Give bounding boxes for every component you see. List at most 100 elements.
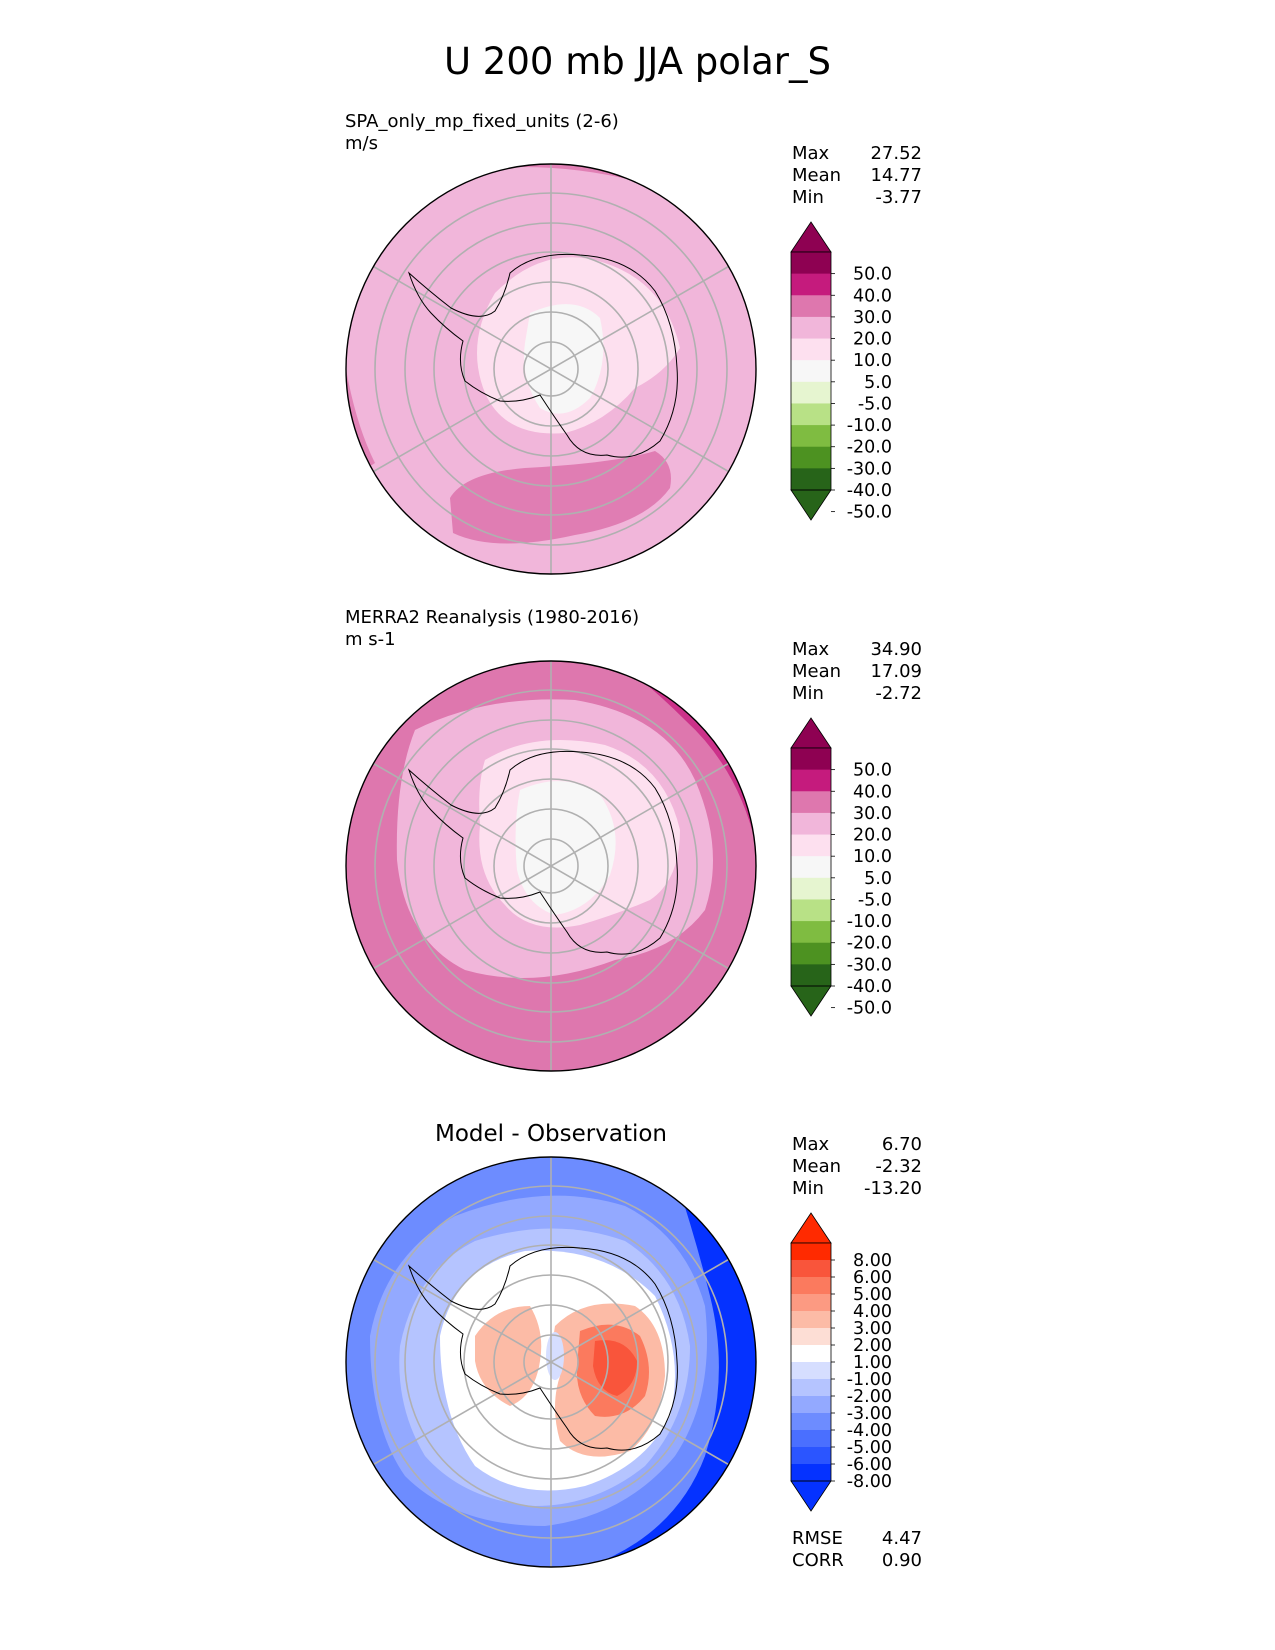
colorbar-bin bbox=[791, 446, 831, 469]
panel-difference-stats: Max 6.70 Mean -2.32 Min -13.20 bbox=[792, 1134, 922, 1200]
map-boundary bbox=[345, 163, 757, 575]
stat-min-label: Min bbox=[792, 187, 824, 208]
panel-reference-stats: Max 34.90 Mean 17.09 Min -2.72 bbox=[792, 639, 922, 705]
colorbar-bin bbox=[791, 834, 831, 857]
stat-mean-label: Mean bbox=[792, 165, 842, 186]
colorbar-bin bbox=[791, 791, 831, 814]
field-band-positive-west bbox=[475, 1306, 542, 1406]
colorbar-tick-label: -6.00 bbox=[847, 1455, 892, 1475]
colorbar-tick-label: -40.0 bbox=[847, 481, 892, 501]
colorbar-tick-label: 5.0 bbox=[864, 373, 892, 393]
stat-min-value: -13.20 bbox=[863, 1178, 922, 1199]
colorbar-tick-label: -20.0 bbox=[847, 934, 892, 954]
colorbar-tick-label: 40.0 bbox=[853, 782, 892, 802]
metric-corr-value: 0.90 bbox=[881, 1550, 922, 1571]
colorbar-bin bbox=[791, 273, 831, 296]
colorbar-tick-label: 30.0 bbox=[853, 804, 892, 824]
colorbar-bin bbox=[791, 748, 831, 771]
panel-test-map bbox=[345, 163, 757, 575]
colorbar-bin bbox=[791, 964, 831, 987]
stat-max-value: 34.90 bbox=[870, 639, 922, 660]
colorbar-bin bbox=[791, 769, 831, 792]
colorbar-bin bbox=[791, 316, 831, 340]
metric-rmse-value: 4.47 bbox=[881, 1528, 922, 1549]
colorbar-bin bbox=[791, 360, 831, 383]
colorbar-tick-label: -50.0 bbox=[847, 503, 892, 523]
colorbar-tick-label: -20.0 bbox=[847, 438, 892, 458]
colorbar-tick-label: -10.0 bbox=[847, 912, 892, 932]
colorbar-tick-label: 1.00 bbox=[853, 1353, 892, 1373]
colorbar-bin bbox=[791, 252, 831, 275]
stat-min-label: Min bbox=[792, 683, 824, 704]
graticule bbox=[373, 1157, 729, 1567]
colorbar-tick-label: -10.0 bbox=[847, 416, 892, 436]
colorbar-bin bbox=[791, 1447, 831, 1465]
panel-difference-title: Model - Observation bbox=[434, 1121, 668, 1147]
colorbar-bin bbox=[791, 1413, 831, 1431]
colorbar-tick-label: 10.0 bbox=[853, 847, 892, 867]
metric-rmse-label: RMSE bbox=[792, 1528, 843, 1549]
colorbar-bin bbox=[791, 1328, 831, 1346]
colorbar-bin bbox=[791, 1430, 831, 1448]
colorbar-frame bbox=[790, 747, 832, 987]
stat-mean-value: -2.32 bbox=[875, 1156, 922, 1177]
colorbar-tick-label: -5.00 bbox=[847, 1438, 892, 1458]
antarctica-coastline bbox=[407, 750, 678, 955]
stat-mean-value: 17.09 bbox=[870, 661, 922, 682]
colorbar-tick-label: 3.00 bbox=[853, 1319, 892, 1339]
colorbar-tick-label: -8.00 bbox=[847, 1472, 892, 1492]
stat-min-value: -3.77 bbox=[875, 187, 922, 208]
colorbar-bin bbox=[791, 899, 831, 922]
colorbar-tick-label: 8.00 bbox=[853, 1251, 892, 1271]
colorbar-bin bbox=[791, 1362, 831, 1380]
panel-reference-map bbox=[345, 660, 757, 1072]
colorbar-bin bbox=[791, 1243, 831, 1261]
stat-max-label: Max bbox=[792, 639, 830, 660]
figure-title: U 200 mb JJA polar_S bbox=[443, 40, 832, 83]
colorbar-tick-label: 50.0 bbox=[853, 265, 892, 285]
colorbar-tick-label: 5.00 bbox=[853, 1285, 892, 1305]
colorbar-test: 50.040.030.020.010.05.0-5.0-10.0-20.0-30… bbox=[790, 221, 892, 523]
stat-mean-label: Mean bbox=[792, 1156, 842, 1177]
colorbar-bin bbox=[791, 1260, 831, 1278]
colorbar-bin bbox=[791, 1277, 831, 1295]
colorbar-bin bbox=[791, 1311, 831, 1329]
stat-min-value: -2.72 bbox=[875, 683, 922, 704]
colorbar-bin bbox=[791, 812, 831, 836]
colorbar-bin bbox=[791, 1396, 831, 1414]
colorbar-tick-label: 40.0 bbox=[853, 286, 892, 306]
colorbar-bin bbox=[791, 856, 831, 879]
panel-test-stats: Max 27.52 Mean 14.77 Min -3.77 bbox=[792, 143, 922, 209]
colorbar-bin bbox=[791, 1345, 831, 1363]
colorbar-bin bbox=[791, 877, 831, 900]
colorbar-tick-label: 10.0 bbox=[853, 351, 892, 371]
colorbar-tick-label: -2.00 bbox=[847, 1387, 892, 1407]
colorbar-tick-label: -1.00 bbox=[847, 1370, 892, 1390]
stat-max-value: 27.52 bbox=[870, 143, 922, 164]
colorbar-bin bbox=[791, 1294, 831, 1312]
colorbar-bin bbox=[791, 381, 831, 404]
metric-corr-label: CORR bbox=[792, 1550, 844, 1571]
panel-test-title: SPA_only_mp_fixed_units (2-6) bbox=[345, 111, 619, 132]
colorbar-bin bbox=[791, 1379, 831, 1397]
colorbar-extend-top bbox=[790, 717, 832, 749]
panel-difference-metrics: RMSE 4.47 CORR 0.90 bbox=[792, 1528, 922, 1572]
colorbar-frame bbox=[790, 251, 832, 491]
colorbar-bin bbox=[791, 425, 831, 448]
graticule bbox=[373, 164, 729, 574]
stat-max-label: Max bbox=[792, 1134, 830, 1155]
colorbar-bin bbox=[791, 1464, 831, 1482]
colorbar-extend-bottom bbox=[790, 489, 832, 521]
stat-mean-value: 14.77 bbox=[870, 165, 922, 186]
colorbar-bin bbox=[791, 921, 831, 944]
colorbar-tick-label: -30.0 bbox=[847, 955, 892, 975]
graticule bbox=[373, 661, 729, 1071]
colorbar-tick-label: -5.0 bbox=[858, 890, 892, 910]
colorbar-tick-label: -40.0 bbox=[847, 977, 892, 997]
colorbar-tick-label: 2.00 bbox=[853, 1336, 892, 1356]
colorbar-bin bbox=[791, 295, 831, 318]
colorbar-extend-bottom bbox=[790, 1480, 832, 1512]
colorbar-tick-label: 30.0 bbox=[853, 308, 892, 328]
antarctica-coastline bbox=[407, 1246, 678, 1451]
colorbar-tick-label: -3.00 bbox=[847, 1404, 892, 1424]
